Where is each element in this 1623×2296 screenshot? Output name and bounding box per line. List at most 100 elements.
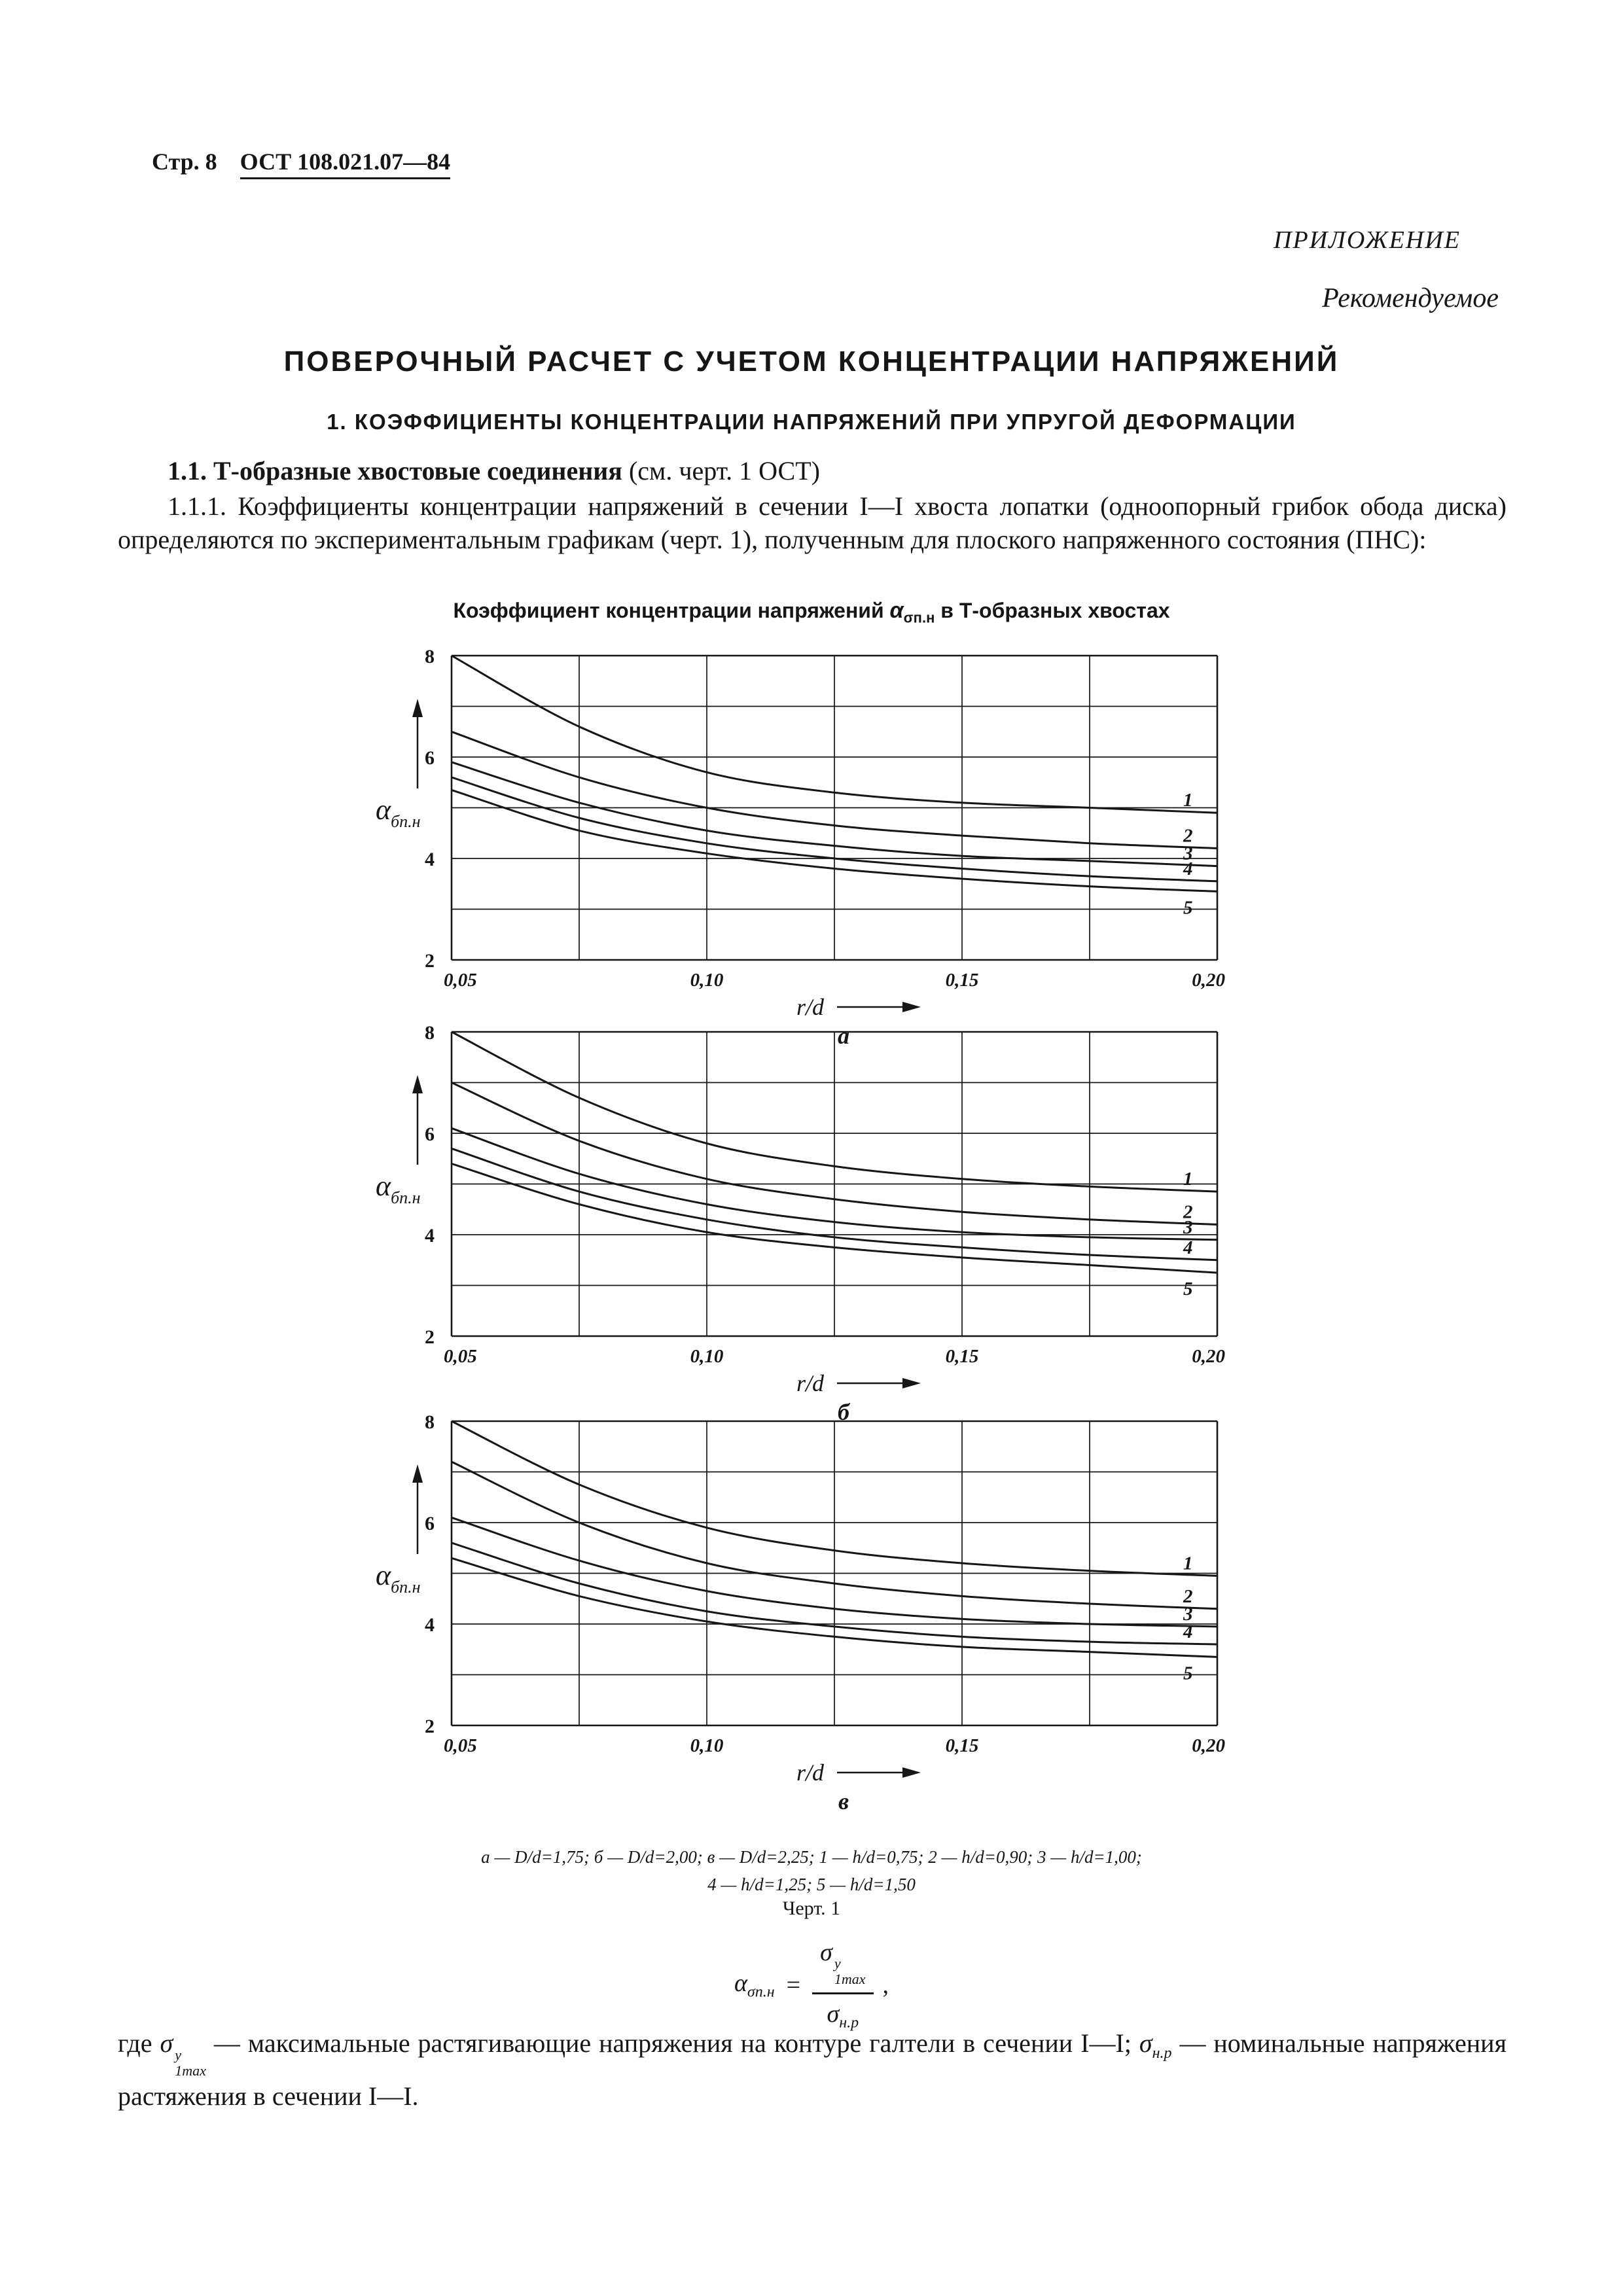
curve-label-3: 3: [1183, 1604, 1193, 1625]
y-tick-label: 6: [425, 1123, 435, 1145]
formula-comma: ,: [882, 1971, 889, 1999]
subscript: н.р: [839, 2014, 859, 2032]
x-tick-label: 0,05: [444, 1346, 477, 1367]
formula-alpha: α: [734, 1969, 747, 1998]
curve-2: [451, 1082, 1218, 1226]
curve-label-4: 4: [1183, 858, 1193, 879]
fraction-denominator: σн.р: [827, 1994, 859, 2032]
y-tick-label: 2: [425, 950, 435, 972]
y-axis-label: αбп.н: [376, 794, 421, 831]
fraction: σ у 1max σн.р: [812, 1938, 874, 2032]
curve-label-1: 1: [1183, 790, 1193, 811]
y-axis-arrow: [412, 1464, 423, 1483]
y-tick-label: 2: [425, 1716, 435, 1737]
curve-label-2: 2: [1183, 1202, 1193, 1223]
x-axis-arrow: [902, 1767, 921, 1778]
formula-alpha-subscript: σп.н: [747, 1983, 775, 2001]
page-title: ПОВЕРОЧНЫЙ РАСЧЕТ С УЧЕТОМ КОНЦЕНТРАЦИИ …: [283, 345, 1340, 378]
x-axis-label: r/d: [796, 1370, 825, 1396]
annex-sublabel: Рекомендуемое: [1322, 283, 1499, 313]
chart-figure-b: 8 6 4 2 0,05 0,10 0,15 0,20 1 2 3 4 5 αбп.н r/d б: [366, 1022, 1243, 1425]
annex-label: ПРИЛОЖЕНИЕ: [1274, 226, 1461, 254]
curve-label-3: 3: [1183, 1217, 1193, 1238]
curve-2: [451, 730, 1218, 849]
x-tick-label: 0,20: [1192, 1735, 1225, 1756]
formula-lhs: ασп.н: [734, 1969, 775, 2002]
superscript: у: [175, 2047, 181, 2063]
curve-1: [451, 654, 1218, 814]
alpha-symbol: α: [889, 598, 904, 623]
sigma-symbol: σ: [827, 2000, 840, 2028]
curve-1: [451, 1420, 1218, 1577]
y-axis-label: αбп.н: [376, 1559, 421, 1597]
y-tick-label: 4: [425, 1225, 435, 1246]
footnote-text-3: — номинальные напряжения растяжения в се…: [118, 2028, 1507, 2111]
chart-letter-б: б: [838, 1399, 851, 1424]
y-axis-arrow: [412, 699, 423, 717]
x-axis-label: r/d: [796, 994, 825, 1020]
curve-label-1: 1: [1183, 1553, 1193, 1574]
alpha-subscript: σп.н: [903, 609, 935, 626]
x-tick-label: 0,20: [1192, 970, 1225, 991]
y-tick-label: 4: [425, 1614, 435, 1636]
curve-4: [451, 1147, 1218, 1262]
figure-number: Черт. 1: [782, 1898, 841, 1919]
figure-legend: а — D/d=1,75; б — D/d=2,00; в — D/d=2,25…: [0, 1844, 1623, 1899]
figure-caption: Коэффициент концентрации напряжений ασп.…: [0, 598, 1623, 626]
curve-label-5: 5: [1183, 897, 1193, 918]
footnote-text-2: — максимальные растягивающие напряжения …: [205, 2028, 1139, 2058]
x-axis-arrow: [902, 1002, 921, 1012]
y-axis-label: αбп.н: [376, 1170, 421, 1207]
x-axis-arrow: [902, 1378, 921, 1388]
curve-label-2: 2: [1183, 1586, 1193, 1607]
sigma-nr-symbol: σн.р: [1139, 2028, 1172, 2062]
x-tick-label: 0,15: [946, 1346, 979, 1367]
subsection-heading-bold: 1.1. Т-образные хвостовые соединения: [168, 456, 622, 486]
curve-2: [451, 1460, 1218, 1610]
curve-5: [451, 788, 1218, 892]
y-tick-label: 8: [425, 1024, 435, 1044]
curve-5: [451, 1163, 1218, 1274]
chart-figure-a: 8 6 4 2 0,05 0,10 0,15 0,20 1 2 3 4 5 αбп.н r/d а: [366, 646, 1243, 1049]
x-tick-label: 0,10: [690, 1735, 724, 1756]
y-tick-label: 8: [425, 1413, 435, 1433]
subsection-heading: 1.1. Т-образные хвостовые соединения (см…: [118, 455, 1507, 486]
curve-label-3: 3: [1183, 843, 1193, 864]
curve-4: [451, 776, 1218, 883]
fraction-numerator: σ у 1max: [812, 1938, 874, 1995]
x-tick-label: 0,15: [946, 1735, 979, 1756]
curve-label-4: 4: [1183, 1621, 1193, 1642]
superscript: у: [834, 1955, 841, 1971]
sup-sub-stack: у 1max: [175, 2047, 206, 2079]
y-axis-arrow: [412, 1075, 423, 1093]
sigma-1max-symbol: σ у 1max: [160, 2028, 205, 2079]
x-tick-label: 0,10: [690, 1346, 724, 1367]
curve-3: [451, 1516, 1218, 1628]
y-tick-label: 4: [425, 849, 435, 870]
curve-label-5: 5: [1183, 1663, 1193, 1684]
x-tick-label: 0,10: [690, 970, 724, 991]
sigma-symbol: σ: [820, 1939, 832, 1966]
y-tick-label: 2: [425, 1326, 435, 1348]
y-tick-label: 6: [425, 747, 435, 769]
x-tick-label: 0,05: [444, 970, 477, 991]
section-heading: 1. КОЭФФИЦИЕНТЫ КОНЦЕНТРАЦИИ НАПРЯЖЕНИЙ …: [327, 410, 1296, 434]
document-number: ОСТ 108.021.07—84: [240, 149, 451, 179]
chart-letter-в: в: [838, 1788, 849, 1814]
curve-1: [451, 1031, 1218, 1193]
y-tick-label: 8: [425, 648, 435, 667]
curve-label-5: 5: [1183, 1279, 1193, 1299]
x-tick-label: 0,05: [444, 1735, 477, 1756]
sigma-base: σ: [160, 2028, 173, 2058]
body-paragraph: 1.1.1. Коэффициенты концентрации напряже…: [118, 491, 1507, 554]
curve-label-2: 2: [1183, 826, 1193, 847]
subscript: 1max: [175, 2062, 206, 2079]
x-tick-label: 0,20: [1192, 1346, 1225, 1367]
footnote-text-1: где: [118, 2028, 160, 2058]
subscript: н.р: [1152, 2045, 1172, 2062]
caption-text-pre: Коэффициент концентрации напряжений: [453, 599, 890, 622]
footnote-paragraph: где σ у 1max — максимальные растягивающие …: [118, 2026, 1507, 2113]
